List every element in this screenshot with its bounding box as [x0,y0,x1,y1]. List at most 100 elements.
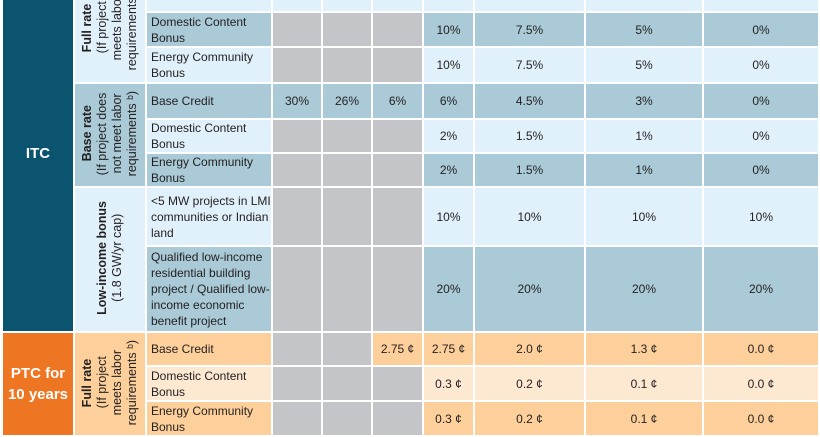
value-cell: 0.1 ¢ [586,402,702,435]
value-cell [424,0,473,11]
value-cell: 0% [704,154,818,186]
group-subtitle-line: (1.8 GW/yr cap) [110,213,124,303]
value-cell: 20% [704,247,818,331]
value-cell: 10% [424,188,473,245]
value-cell: 0% [704,120,818,152]
unavailable-cell [273,247,321,331]
value-cell: 0.3 ¢ [424,367,473,400]
value-cell [704,0,818,11]
group-title: Full rate [80,358,94,407]
unavailable-cell [323,154,371,186]
value-cell: 5% [586,13,702,46]
ptc-section-label: PTC for 10 years [3,333,73,435]
group-label-text: Low-income bonus (1.8 GW/yr cap) [95,201,125,315]
table-row: Base rate (If project does not meet labor r… [3,84,818,186]
value-cell: 2.0 ¢ [475,333,584,365]
value-cell: 1.5% [475,120,584,152]
group-title: Full rate [80,3,94,52]
row-label: Energy Community Bonus [147,402,271,435]
value-cell: 20% [586,247,702,331]
unavailable-cell [373,48,422,82]
unavailable-cell [273,188,321,245]
group-title: Base rate [80,105,94,162]
value-cell: 0% [704,84,818,118]
group-label-text: Full rate (If project meets labor requireme… [80,0,140,70]
value-cell: 6% [373,84,422,118]
value-cell: 1.5% [475,154,584,186]
value-cell: 20% [475,247,584,331]
table-row: Domestic Content Bonus 10% 7.5% 5% 0% [3,13,818,46]
group-subtitle-line: requirements ᵇ) [125,0,139,71]
value-cell: 26% [323,84,371,118]
group-subtitle-line: requirements ᵇ) [125,90,139,177]
unavailable-cell [323,247,371,331]
value-cell [586,0,702,11]
value-cell: 6% [424,84,473,118]
unavailable-cell [273,333,321,365]
value-cell: 10% [704,188,818,245]
unavailable-cell [373,188,422,245]
value-cell: 5% [586,48,702,82]
unavailable-cell [273,13,321,46]
value-cell: 0.0 ¢ [704,333,818,365]
value-cell: 30% [273,84,321,118]
value-cell: 0.0 ¢ [704,367,818,400]
group-label: Full rate (If project meets labor requireme… [75,333,145,435]
table-row: Energy Community Bonus 10% 7.5% 5% 0% [3,48,818,82]
group-subtitle-line: (If project does [95,92,109,175]
table-row: Domestic Content Bonus 0.3 ¢ 0.2 ¢ 0.1 ¢ 0.0… [3,367,818,400]
unavailable-cell [323,188,371,245]
value-cell: 0.0 ¢ [704,402,818,435]
value-cell: 2% [424,154,473,186]
unavailable-cell [373,367,422,400]
value-cell: 0.1 ¢ [586,367,702,400]
group-subtitle-line: meets labor [110,0,124,61]
value-cell: 2% [424,120,473,152]
unavailable-cell [323,367,371,400]
group-label: Base rate (If project does not meet labor r… [75,84,145,186]
value-cell: 1% [586,154,702,186]
table-row: Energy Community Bonus 2% 1.5% 1% 0% [3,154,818,186]
value-cell: 10% [424,13,473,46]
row-label: Base Credit [147,333,271,365]
group-label: Low-income bonus (1.8 GW/yr cap) [75,188,145,331]
value-cell: 10% [475,188,584,245]
value-cell: 7.5% [475,13,584,46]
row-label: Domestic Content Bonus [147,120,271,152]
row-label: Domestic Content Bonus [147,13,271,46]
value-cell: 10% [586,188,702,245]
table-row: Domestic Content Bonus 2% 1.5% 1% 0% [3,120,818,152]
row-label: Domestic Content Bonus [147,367,271,400]
row-label: <5 MW projects in LMI communities or Ind… [147,188,271,245]
value-cell: 2.75 ¢ [373,333,422,365]
unavailable-cell [273,120,321,152]
value-cell: 2.75 ¢ [424,333,473,365]
unavailable-cell [373,13,422,46]
unavailable-cell [323,402,371,435]
value-cell [475,0,584,11]
value-cell: 0% [704,48,818,82]
unavailable-cell [273,367,321,400]
row-label: Qualified low-income residential buildin… [147,247,271,331]
unavailable-cell [273,48,321,82]
group-subtitle-line: (If project [95,1,109,54]
unavailable-cell [323,13,371,46]
unavailable-cell [373,120,422,152]
value-cell: 0.2 ¢ [475,367,584,400]
row-label: Energy Community Bonus [147,154,271,186]
row-label: Base Credit [147,84,271,118]
unavailable-cell [273,402,321,435]
value-cell: 20% [424,247,473,331]
unavailable-cell [323,333,371,365]
group-subtitle-line: (If project [95,356,109,409]
table-row: ITC Full rate (If project meets labor requir… [3,0,818,331]
group-label-text: Base rate (If project does not meet labor r… [80,91,140,176]
value-cell: 1.3 ¢ [586,333,702,365]
value-cell: 4.5% [475,84,584,118]
group-subtitle-line: meets labor [110,349,124,416]
value-cell [323,0,371,11]
group-label: Full rate (If project meets labor requireme… [75,0,145,82]
table-row: Low-income bonus (1.8 GW/yr cap) <5 MW pro… [3,188,818,331]
value-cell: 1% [586,120,702,152]
